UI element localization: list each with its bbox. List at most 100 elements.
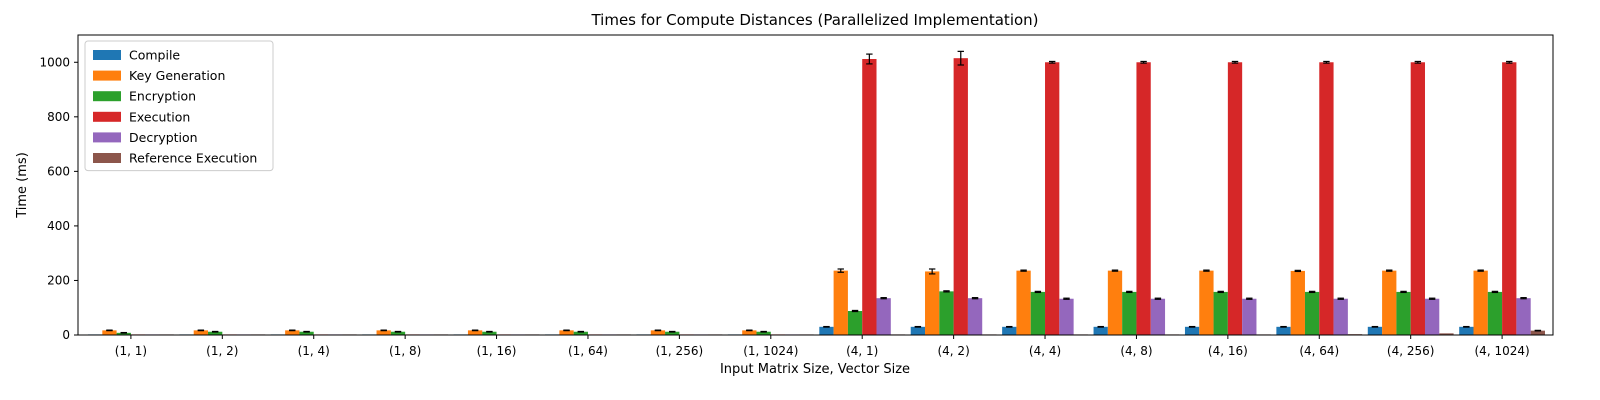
- bar: [1439, 333, 1454, 335]
- bar: [1059, 298, 1074, 335]
- bar: [193, 330, 209, 335]
- bar: [1487, 291, 1503, 335]
- legend-label: Decryption: [129, 130, 198, 145]
- bar: [1136, 62, 1151, 336]
- bar: [1199, 270, 1214, 335]
- bar: [1276, 326, 1291, 335]
- x-tick-label: (4, 1): [846, 344, 878, 358]
- bar: [876, 298, 891, 335]
- bar: [967, 298, 983, 335]
- x-tick-label: (4, 256): [1387, 344, 1435, 358]
- plot-area: 0 200 400 600 800 1000 (1, 1) (1, 2) (1, 4) (1, 8…: [39, 34, 1554, 358]
- x-tick-label: (1, 64): [568, 344, 608, 358]
- legend: Compile Key Generation Encryption Execution…: [84, 40, 274, 172]
- x-tick-label: (4, 1024): [1475, 344, 1530, 358]
- x-tick-label: (1, 1): [115, 344, 147, 358]
- bar: [285, 330, 300, 335]
- legend-label: Reference Execution: [129, 151, 257, 166]
- bar: [1150, 298, 1166, 335]
- bar: [1319, 62, 1334, 336]
- bar: [756, 331, 771, 335]
- bar: [390, 331, 406, 335]
- bar: [208, 331, 223, 335]
- legend-box: [84, 40, 274, 172]
- bar: [742, 330, 757, 335]
- bar: [116, 332, 131, 335]
- legend-swatch: [93, 153, 121, 163]
- bar: [819, 326, 834, 335]
- legend-label: Execution: [129, 109, 190, 124]
- bar: [1502, 62, 1517, 336]
- x-tick-label: (1, 16): [477, 344, 517, 358]
- bar: [1304, 291, 1320, 335]
- y-axis-label: Time (ms): [15, 152, 30, 219]
- bar: [925, 271, 940, 335]
- x-tick-label: (1, 1024): [743, 344, 798, 358]
- bar: [1424, 298, 1440, 335]
- x-tick-label: (1, 8): [389, 344, 421, 358]
- legend-swatch: [93, 111, 121, 122]
- x-tick-label: (4, 16): [1208, 344, 1248, 358]
- bar: [559, 330, 574, 335]
- bar: [910, 326, 926, 335]
- bar: [953, 58, 968, 336]
- bar: [1290, 270, 1305, 335]
- legend-swatch: [93, 132, 121, 143]
- bar: [482, 331, 497, 335]
- x-tick-label: (1, 4): [298, 344, 330, 358]
- y-tick-label: 1000: [39, 55, 70, 69]
- x-tick-label: (4, 4): [1029, 344, 1061, 358]
- bar: [1045, 62, 1060, 336]
- bar: [1002, 326, 1017, 335]
- bar: [1184, 326, 1200, 335]
- bar: [1030, 291, 1046, 335]
- bar: [847, 311, 863, 335]
- chart-title: Times for Compute Distances (Parallelize…: [590, 11, 1038, 29]
- plot-frame: [77, 34, 1554, 336]
- bar: [467, 330, 483, 335]
- x-tick-label: (4, 8): [1120, 344, 1152, 358]
- bar: [1093, 326, 1108, 335]
- y-tick-label: 800: [47, 110, 70, 124]
- bar: [102, 330, 117, 335]
- legend-swatch: [93, 50, 121, 60]
- bar: [833, 270, 848, 335]
- x-tick-label: (4, 64): [1299, 344, 1339, 358]
- bar: [1213, 291, 1228, 335]
- bar: [1107, 270, 1123, 335]
- legend-label: Compile: [129, 48, 180, 63]
- bar: [1242, 298, 1257, 335]
- x-tick-label: (4, 2): [937, 344, 969, 358]
- bar: [1396, 291, 1411, 335]
- bar: [650, 330, 666, 335]
- y-tick-label: 400: [47, 219, 70, 233]
- bar: [1516, 298, 1531, 335]
- bar: [1333, 298, 1348, 335]
- bar: [1122, 291, 1137, 335]
- x-axis-label: Input Matrix Size, Vector Size: [720, 362, 910, 377]
- bar: [862, 59, 877, 335]
- bar: [573, 331, 588, 335]
- bar: [1367, 326, 1383, 335]
- bar: [299, 331, 314, 335]
- bar: [939, 291, 954, 335]
- x-tick-label: (1, 256): [656, 344, 704, 358]
- y-tick-label: 600: [47, 164, 70, 178]
- x-tick-label: (1, 2): [206, 344, 238, 358]
- bar: [1016, 270, 1031, 335]
- y-tick-label: 200: [47, 273, 70, 287]
- bar: [1227, 62, 1243, 336]
- bar: [1459, 326, 1474, 335]
- bar: [1530, 330, 1545, 335]
- y-tick-label: 0: [62, 328, 70, 342]
- bar: [1473, 270, 1488, 335]
- bar: [665, 331, 680, 335]
- legend-label: Key Generation: [129, 68, 225, 83]
- bar: [376, 330, 391, 335]
- bar: [1410, 62, 1425, 336]
- bar: [1382, 270, 1397, 335]
- legend-label: Encryption: [129, 89, 196, 104]
- legend-swatch: [93, 91, 121, 102]
